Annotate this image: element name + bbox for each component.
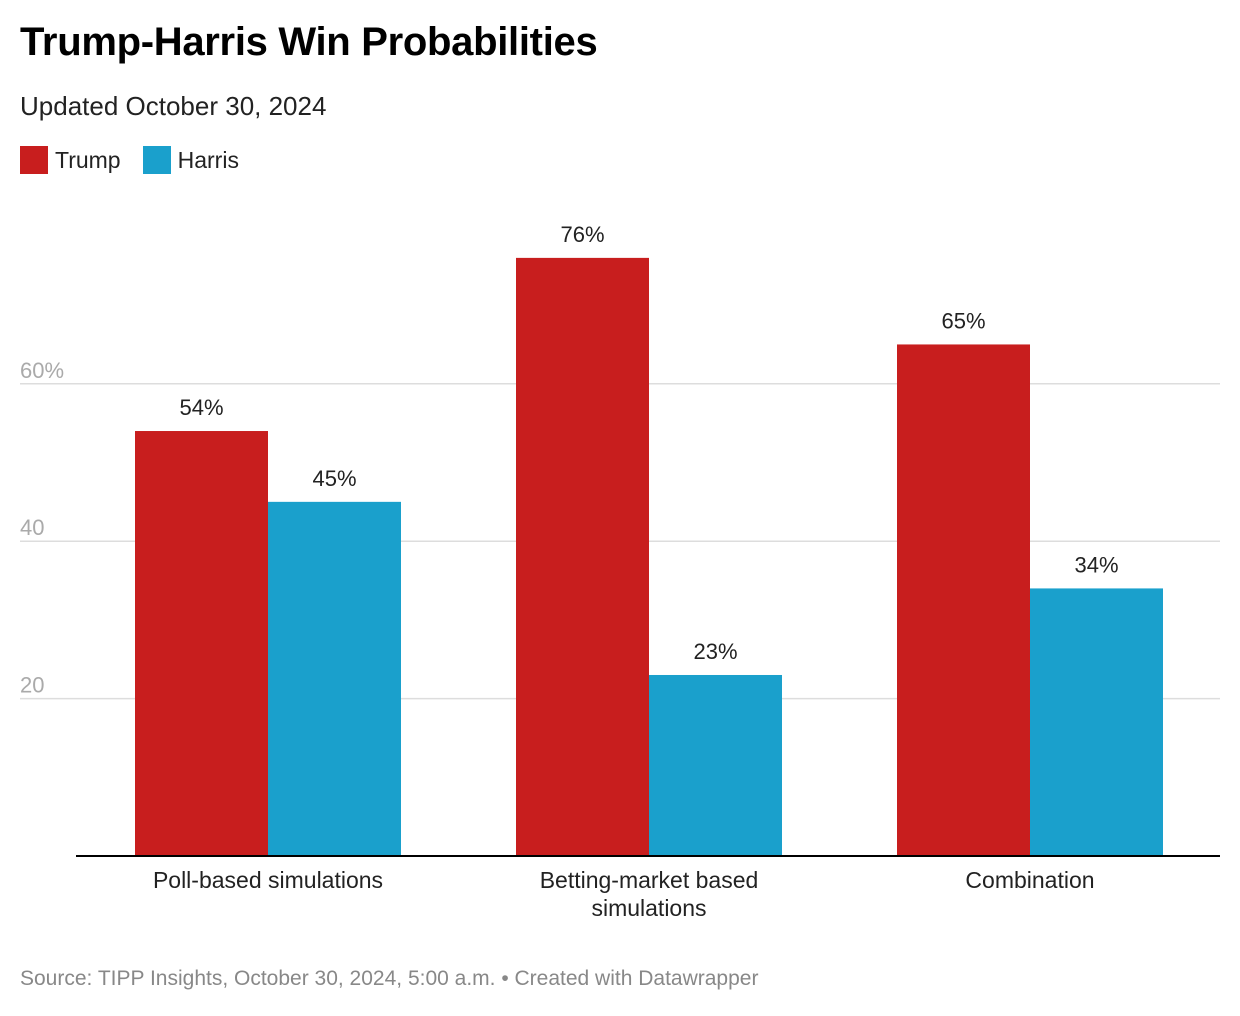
source-footer: Source: TIPP Insights, October 30, 2024,… [20, 967, 759, 990]
data-label-trump-3: 65% [941, 308, 985, 333]
legend-swatch-trump [20, 146, 48, 174]
legend-label-trump: Trump [55, 146, 121, 173]
bar-harris-3 [1030, 588, 1163, 856]
y-tick-label-20: 20 [20, 673, 44, 698]
y-tick-label-60: 60% [20, 358, 64, 383]
data-label-trump-2: 76% [560, 222, 604, 247]
x-tick-label-2-line-2: simulations [591, 895, 706, 921]
bar-trump-3 [897, 344, 1030, 856]
bar-trump-2 [516, 257, 649, 856]
bar-trump-1 [135, 431, 268, 856]
x-tick-label-1: Poll-based simulations [153, 867, 383, 893]
chart-subtitle: Updated October 30, 2024 [20, 91, 327, 121]
legend-item-trump: Trump [20, 146, 121, 174]
data-label-trump-1: 54% [179, 395, 223, 420]
data-label-harris-3: 34% [1074, 552, 1118, 577]
bar-harris-2 [649, 674, 782, 856]
legend-item-harris: Harris [142, 146, 239, 174]
legend-label-harris: Harris [177, 146, 239, 173]
chart-title: Trump-Harris Win Probabilities [20, 20, 598, 64]
data-label-harris-1: 45% [312, 466, 356, 491]
x-tick-label-3: Combination [965, 867, 1094, 893]
data-label-harris-2: 23% [693, 639, 737, 664]
legend: Trump Harris [20, 146, 261, 174]
x-tick-label-2-line-1: Betting-market based [540, 867, 759, 893]
y-tick-label-40: 40 [20, 515, 44, 540]
bar-harris-1 [268, 501, 401, 856]
legend-swatch-harris [142, 146, 171, 174]
